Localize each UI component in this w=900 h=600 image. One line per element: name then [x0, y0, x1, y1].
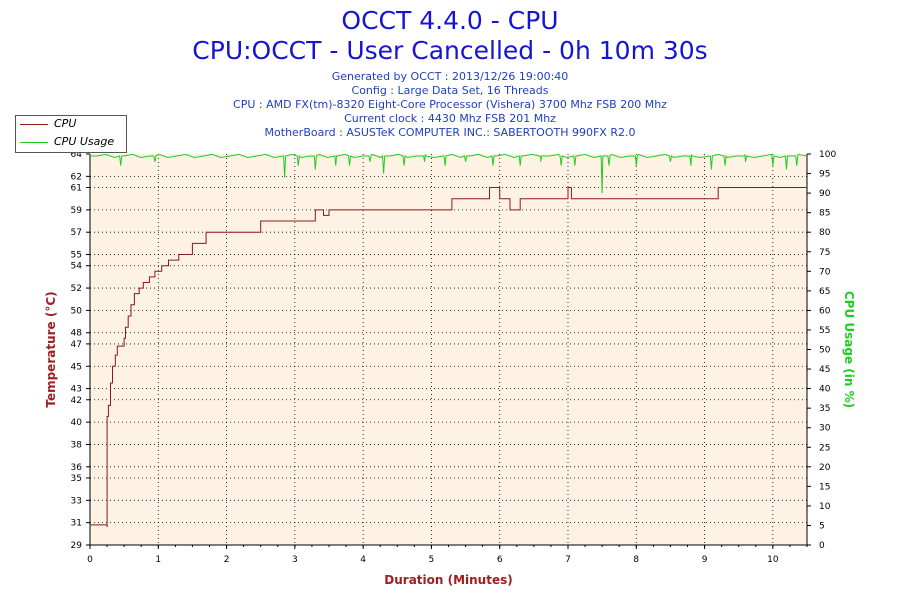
legend-entry-usage: CPU Usage [16, 134, 126, 150]
y-left-tick-label: 59 [71, 206, 83, 216]
y-left-tick-label: 42 [71, 396, 82, 406]
y-left-tick-label: 47 [71, 340, 82, 350]
chart-subtitle: CPU:OCCT - User Cancelled - 0h 10m 30s [192, 36, 708, 65]
chart-title: OCCT 4.4.0 - CPU [341, 6, 559, 35]
plot-area [90, 154, 807, 545]
y-right-tick-label: 5 [819, 521, 825, 531]
y-left-tick-label: 43 [71, 385, 82, 395]
y-right-tick-label: 70 [819, 267, 831, 277]
y-right-tick-label: 50 [819, 346, 831, 356]
y-right-tick-label: 65 [819, 287, 830, 297]
y-right-tick-label: 90 [819, 189, 831, 199]
y-left-tick-label: 36 [71, 463, 83, 473]
y-right-tick-label: 35 [819, 404, 830, 414]
legend-swatch-cpu [20, 124, 48, 125]
y-left-tick-label: 54 [71, 262, 83, 272]
legend-entry-cpu: CPU [16, 116, 126, 132]
y-left-tick-label: 61 [71, 184, 82, 194]
info-generated: Generated by OCCT : 2013/12/26 19:00:40 [331, 70, 569, 83]
y-right-tick-label: 0 [819, 541, 825, 551]
x-tick-label: 4 [360, 555, 366, 565]
y-right-tick-label: 20 [819, 463, 831, 473]
y-left-tick-label: 55 [71, 251, 82, 261]
y-left-axis-label: Temperature (°C) [44, 291, 58, 407]
x-tick-label: 10 [767, 555, 779, 565]
y-right-tick-label: 45 [819, 365, 830, 375]
y-left-tick-label: 48 [71, 329, 83, 339]
y-right-tick-label: 25 [819, 443, 830, 453]
y-left-tick-label: 57 [71, 228, 82, 238]
y-left-tick-label: 62 [71, 172, 82, 182]
y-right-tick-label: 15 [819, 482, 830, 492]
y-left-tick-label: 29 [71, 541, 83, 551]
y-left-tick-label: 50 [71, 306, 83, 316]
x-tick-label: 6 [497, 555, 503, 565]
legend-label-usage: CPU Usage [54, 135, 115, 148]
x-tick-label: 0 [87, 555, 93, 565]
info-motherboard: MotherBoard : ASUSTeK COMPUTER INC.: SAB… [264, 126, 636, 139]
x-tick-label: 9 [702, 555, 708, 565]
x-tick-label: 3 [292, 555, 298, 565]
y-right-tick-label: 95 [819, 170, 830, 180]
x-tick-label: 7 [565, 555, 571, 565]
y-left-tick-label: 40 [71, 418, 83, 428]
series-line-cpu-usage [90, 153, 808, 194]
y-left-tick-label: 38 [71, 440, 83, 450]
y-right-tick-label: 85 [819, 209, 830, 219]
x-axis-label: Duration (Minutes) [384, 573, 512, 587]
y-left-tick-label: 31 [71, 519, 82, 529]
y-right-tick-label: 30 [819, 424, 831, 434]
y-right-tick-label: 60 [819, 306, 831, 316]
series-line-cpu [90, 187, 807, 528]
info-cpu: CPU : AMD FX(tm)-8320 Eight-Core Process… [233, 98, 667, 111]
y-right-tick-label: 80 [819, 228, 831, 238]
y-left-tick-label: 33 [71, 496, 82, 506]
legend-swatch-usage [20, 142, 48, 143]
legend-label-cpu: CPU [54, 117, 77, 130]
y-left-tick-label: 64 [71, 150, 83, 160]
y-right-tick-label: 100 [819, 150, 836, 160]
y-right-tick-label: 75 [819, 248, 830, 258]
legend: CPU CPU Usage [15, 115, 127, 153]
y-left-tick-label: 35 [71, 474, 82, 484]
info-config: Config : Large Data Set, 16 Threads [351, 84, 549, 97]
x-tick-label: 2 [224, 555, 230, 565]
x-tick-label: 5 [429, 555, 435, 565]
x-tick-label: 8 [633, 555, 639, 565]
y-right-axis-label: CPU Usage (in %) [842, 291, 856, 408]
y-right-tick-label: 10 [819, 502, 831, 512]
y-left-tick-label: 52 [71, 284, 82, 294]
y-right-tick-label: 55 [819, 326, 830, 336]
y-right-tick-label: 40 [819, 385, 831, 395]
y-left-tick-label: 45 [71, 362, 82, 372]
x-tick-label: 1 [155, 555, 161, 565]
info-clock: Current clock : 4430 Mhz FSB 201 Mhz [344, 112, 556, 125]
